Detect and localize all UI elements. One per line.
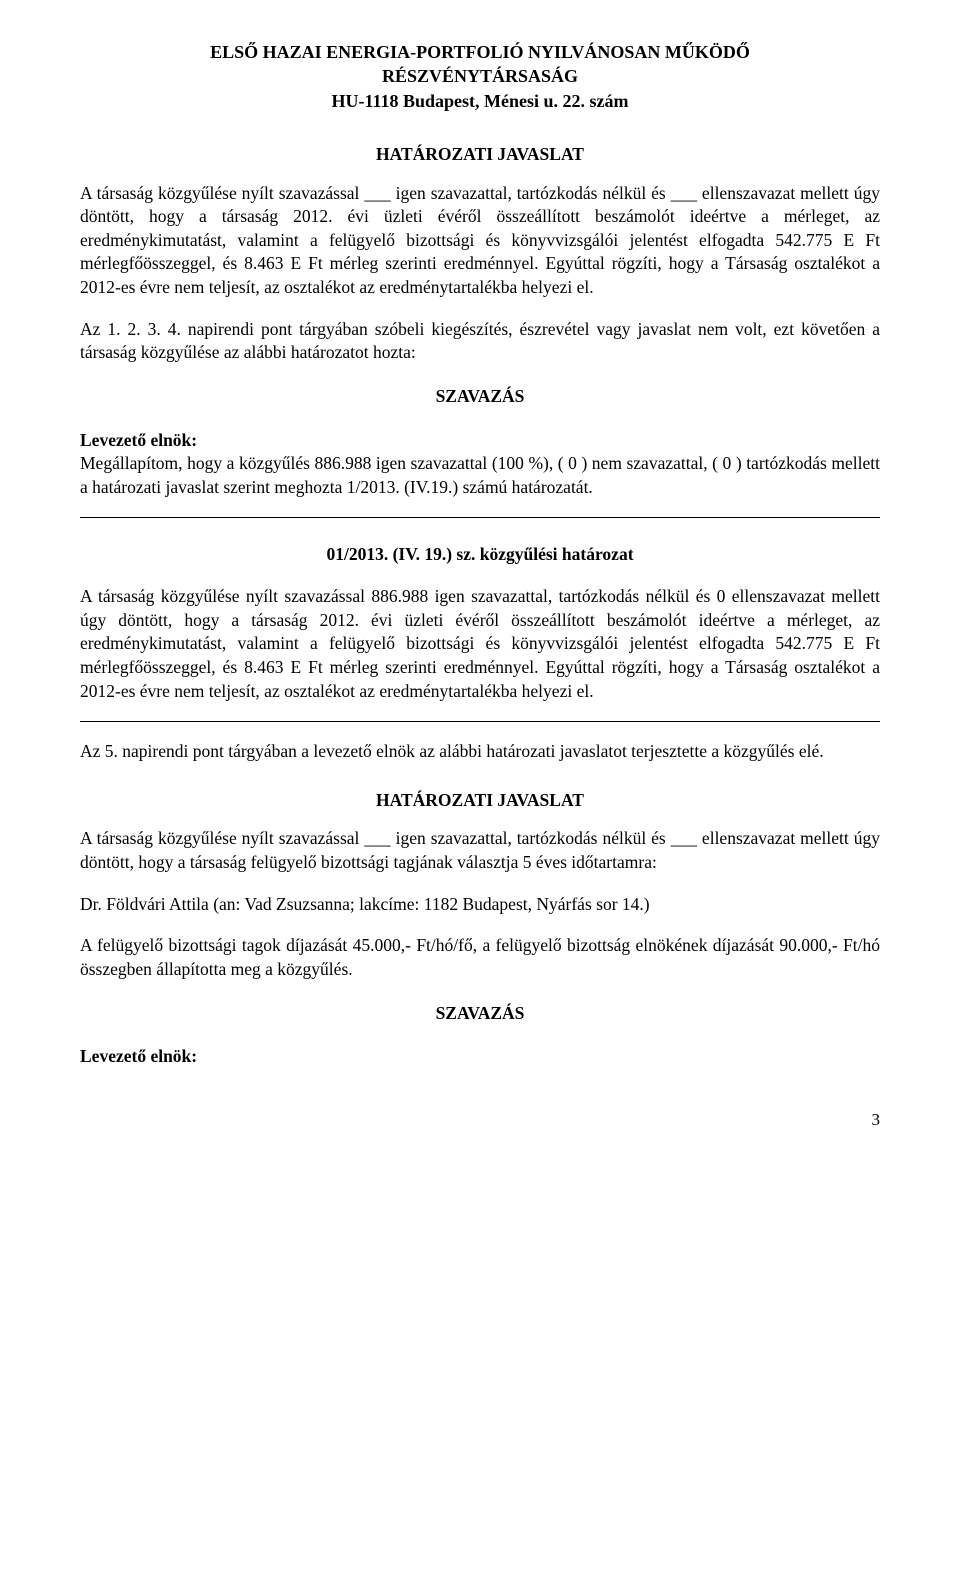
header-line-2: RÉSZVÉNYTÁRSASÁG [80,64,880,88]
resolution-title: 01/2013. (IV. 19.) sz. közgyűlési határo… [80,543,880,567]
agenda-5-intro: Az 5. napirendi pont tárgyában a levezet… [80,740,880,764]
agenda-note: Az 1. 2. 3. 4. napirendi pont tárgyában … [80,318,880,365]
divider-2 [80,721,880,722]
nominee-para: Dr. Földvári Attila (an: Vad Zsuzsanna; … [80,893,880,917]
document-header: ELSŐ HAZAI ENERGIA-PORTFOLIÓ NYILVÁNOSAN… [80,40,880,113]
proposal-title-2: HATÁROZATI JAVASLAT [80,789,880,813]
header-line-3: HU-1118 Budapest, Ménesi u. 22. szám [80,89,880,113]
document-page: ELSŐ HAZAI ENERGIA-PORTFOLIÓ NYILVÁNOSAN… [0,0,960,1172]
chair-statement: Megállapítom, hogy a közgyűlés 886.988 i… [80,452,880,499]
chair-label-2: Levezető elnök: [80,1045,880,1069]
voting-label-2: SZAVAZÁS [80,1002,880,1026]
divider-1 [80,517,880,518]
remuneration-para: A felügyelő bizottsági tagok díjazását 4… [80,934,880,981]
proposal-title-1: HATÁROZATI JAVASLAT [80,143,880,167]
header-line-1: ELSŐ HAZAI ENERGIA-PORTFOLIÓ NYILVÁNOSAN… [80,40,880,64]
proposal-para-2: A társaság közgyűlése nyílt szavazással … [80,827,880,874]
voting-label-1: SZAVAZÁS [80,385,880,409]
page-number: 3 [80,1109,880,1132]
proposal-para-1: A társaság közgyűlése nyílt szavazással … [80,182,880,300]
resolution-para: A társaság közgyűlése nyílt szavazással … [80,585,880,703]
chair-label-1: Levezető elnök: [80,429,880,453]
